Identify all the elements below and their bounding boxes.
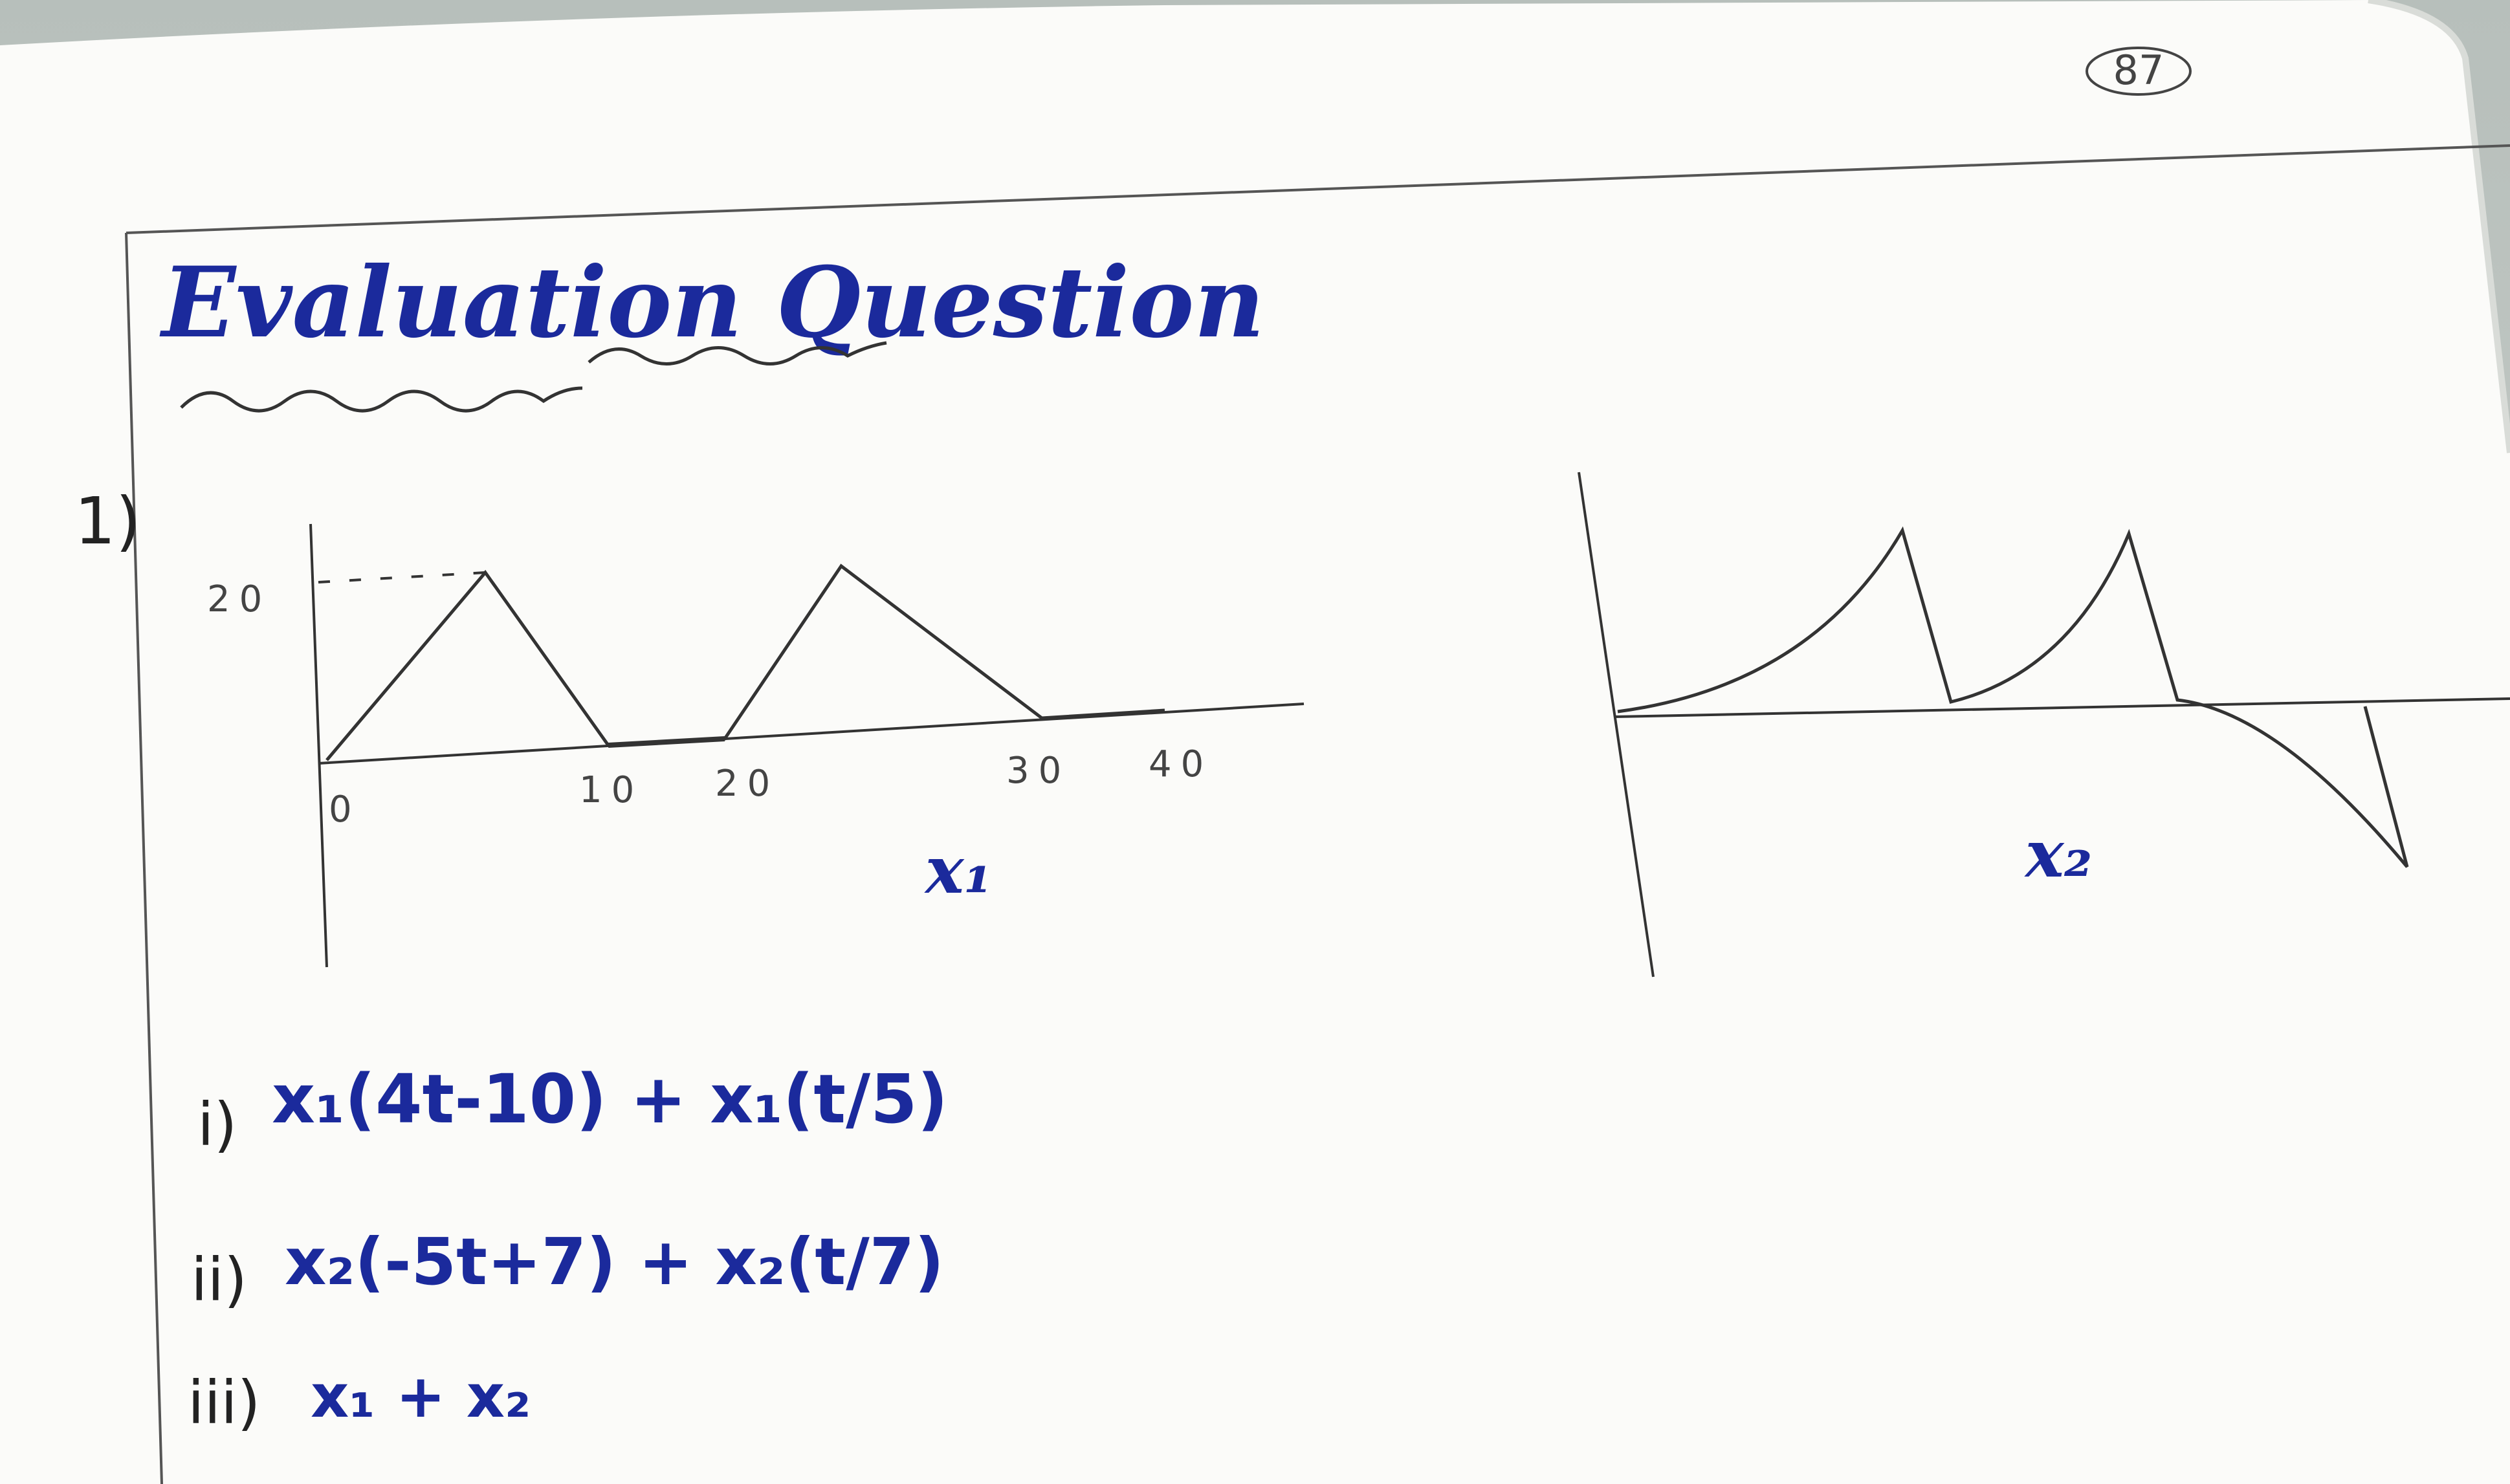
x1-x-tick-30: 30 [1006, 750, 1070, 792]
graph-x2: x₂ [1578, 472, 2510, 977]
x2-x-axis [1614, 697, 2510, 718]
page-heading: Evaluation Question [159, 246, 1265, 360]
x1-x-tick-10: 10 [579, 769, 643, 811]
x2-signal-curve [1617, 526, 2409, 868]
x1-x-tick-40: 40 [1149, 743, 1213, 785]
task-2-expression: x₂(-5t+7) + x₂(t/7) [285, 1224, 944, 1300]
x1-y-tick-20: 20 [207, 578, 271, 620]
x1-x-tick-20: 20 [715, 763, 779, 805]
x1-flat-segment [608, 736, 725, 748]
top-rule-line [126, 144, 2510, 234]
page-number: 87 [2113, 47, 2164, 94]
task-list: i) x₁(4t-10) + x₁(t/5) ii) x₂(-5t+7) + x… [188, 1060, 948, 1437]
task-2-number: ii) [191, 1245, 247, 1315]
x1-y-axis [309, 523, 328, 968]
heading-underline-squiggle [180, 341, 887, 413]
x1-graph-label: x₁ [924, 832, 992, 908]
question-number: 1) [74, 483, 141, 559]
x1-x-axis [318, 703, 1305, 765]
graph-x1: 20 0 10 20 30 40 x₁ [207, 523, 1305, 968]
left-margin-line [125, 232, 163, 1484]
task-1-expression: x₁(4t-10) + x₁(t/5) [272, 1060, 948, 1139]
task-3-number: iii) [188, 1368, 261, 1437]
task-3-expression: x₁ + x₂ [311, 1362, 531, 1431]
paper-edge-shadow [2368, 0, 2510, 453]
x2-graph-label: x₂ [2024, 816, 2092, 892]
x1-x-tick-0: 0 [329, 789, 352, 831]
page-number-circle [2086, 47, 2192, 96]
task-1-number: i) [197, 1090, 237, 1159]
x2-y-axis [1578, 472, 1655, 977]
